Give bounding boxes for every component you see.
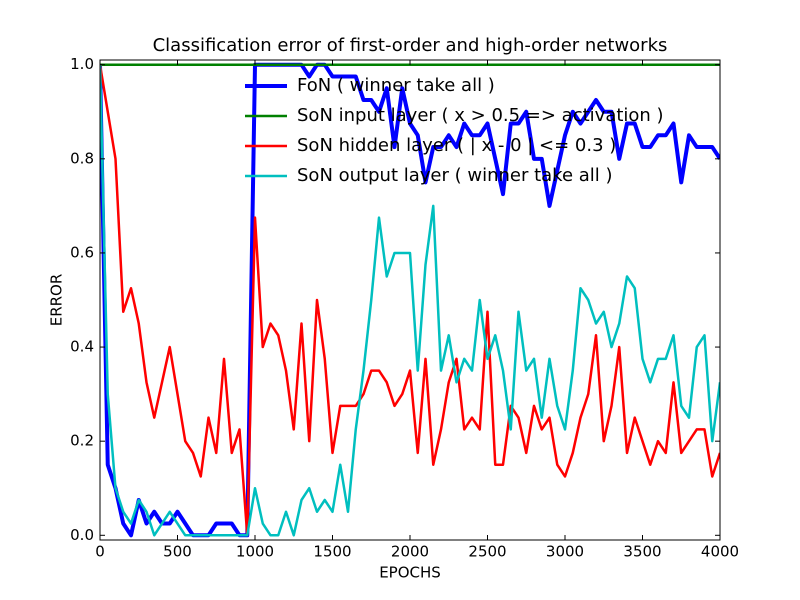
data-line (100, 64, 720, 537)
x-axis-label: EPOCHS (379, 564, 441, 582)
x-tick-label: 1000 (236, 543, 274, 561)
y-tick-label: 0.2 (70, 432, 94, 450)
legend-label: FoN ( winner take all ) (297, 75, 495, 96)
y-axis-label: ERROR (48, 274, 66, 327)
x-tick-label: 0 (95, 543, 105, 561)
x-tick-label: 1500 (313, 543, 351, 561)
legend-label: SoN input layer ( x > 0.5 => activation … (297, 105, 664, 126)
chart-title: Classification error of first-order and … (153, 35, 668, 56)
y-tick-label: 0.0 (70, 526, 94, 544)
y-tick-label: 0.4 (70, 338, 94, 356)
x-tick-label: 3000 (546, 543, 584, 561)
x-tick-label: 2500 (468, 543, 506, 561)
data-line (100, 64, 720, 537)
legend-label: SoN output layer ( winner take all ) (297, 165, 613, 186)
x-tick-label: 3500 (623, 543, 661, 561)
x-tick-label: 4000 (701, 543, 739, 561)
y-tick-label: 0.8 (70, 149, 94, 167)
y-tick-label: 0.6 (70, 243, 94, 261)
legend-label: SoN hidden layer ( | x - 0 | <= 0.3 ) (297, 135, 616, 156)
x-tick-label: 500 (163, 543, 192, 561)
y-tick-label: 1.0 (70, 55, 94, 73)
x-tick-label: 2000 (391, 543, 429, 561)
